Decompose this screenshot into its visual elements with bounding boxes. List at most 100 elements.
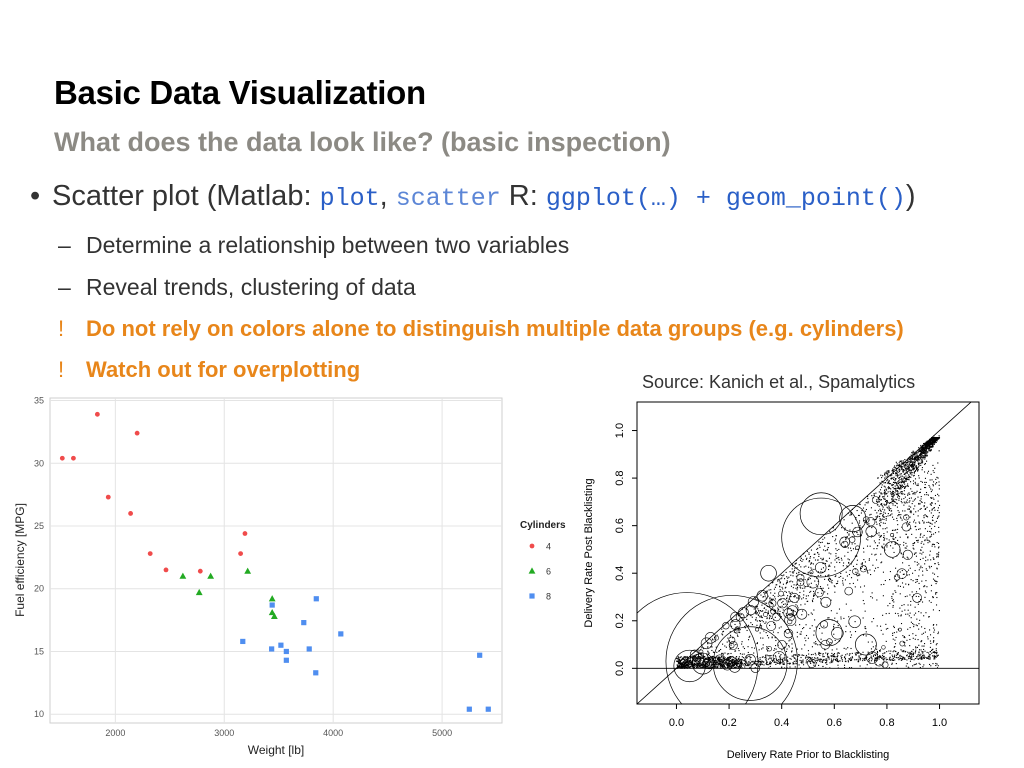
data-point — [765, 632, 767, 634]
data-point — [783, 657, 786, 659]
data-point — [813, 661, 815, 663]
data-point — [854, 555, 856, 557]
data-point — [912, 457, 914, 460]
data-point — [928, 655, 930, 657]
source-citation: Source: Kanich et al., Spamalytics — [642, 372, 916, 392]
circle-marker — [855, 545, 860, 551]
data-point — [816, 660, 819, 662]
data-point — [895, 487, 897, 489]
data-point — [843, 656, 846, 658]
data-point — [906, 502, 908, 504]
data-point — [828, 658, 830, 660]
circle-marker — [721, 659, 733, 671]
data-point — [822, 549, 825, 551]
data-point — [931, 445, 933, 447]
data-point — [866, 571, 868, 573]
data-point — [882, 595, 884, 597]
data-point — [773, 610, 775, 612]
data-point — [711, 660, 713, 662]
data-point — [902, 460, 904, 462]
data-point — [837, 625, 839, 627]
data-point — [892, 657, 895, 659]
data-point — [879, 498, 881, 500]
data-point — [925, 441, 927, 443]
data-point — [935, 593, 937, 595]
data-point — [690, 660, 692, 662]
data-point — [933, 441, 935, 443]
data-point — [907, 476, 909, 478]
data-point — [892, 490, 894, 492]
data-point — [871, 527, 873, 529]
data-point — [915, 555, 917, 557]
data-point — [839, 561, 841, 564]
data-point — [902, 461, 904, 463]
data-point — [895, 663, 897, 665]
data-point — [877, 504, 879, 506]
data-point — [918, 611, 920, 613]
data-point — [901, 493, 903, 495]
data-point — [808, 666, 810, 668]
data-point — [900, 500, 902, 502]
data-point — [938, 563, 940, 566]
data-point — [857, 533, 859, 536]
data-point — [864, 510, 866, 512]
data-point — [918, 651, 920, 653]
data-point — [900, 615, 902, 617]
data-point — [926, 657, 928, 659]
data-point — [921, 651, 923, 653]
data-point — [905, 523, 908, 525]
data-point — [880, 499, 882, 501]
data-point — [885, 613, 887, 615]
data-point — [744, 626, 746, 628]
data-point — [913, 614, 915, 616]
data-point — [720, 661, 722, 663]
data-point — [785, 650, 788, 652]
data-point — [871, 535, 873, 537]
data-point — [886, 470, 888, 472]
y-tick-label: 0.6 — [614, 518, 626, 533]
data-point — [839, 660, 841, 662]
data-point — [876, 657, 878, 660]
data-point — [906, 556, 908, 558]
data-point — [696, 658, 699, 660]
data-point — [707, 657, 709, 660]
data-point — [879, 513, 881, 515]
data-point — [930, 449, 932, 451]
data-point — [696, 657, 698, 659]
data-point — [937, 654, 939, 656]
data-point — [779, 655, 781, 657]
data-point — [858, 574, 860, 577]
data-point — [935, 441, 937, 443]
data-point — [904, 473, 906, 475]
data-point — [938, 481, 940, 483]
circle-marker — [772, 612, 781, 622]
data-point — [800, 656, 802, 659]
data-point — [767, 647, 770, 650]
data-point — [920, 453, 922, 456]
data-point — [899, 464, 901, 466]
data-point — [910, 510, 912, 512]
data-point — [786, 643, 788, 645]
data-point — [918, 623, 920, 625]
data-point — [768, 667, 770, 669]
data-point — [724, 658, 726, 660]
data-point — [707, 664, 709, 667]
data-point — [895, 580, 897, 582]
data-point — [770, 608, 772, 610]
data-point — [786, 581, 789, 583]
circle-marker — [799, 492, 843, 536]
data-point — [918, 595, 920, 598]
circle-marker — [871, 496, 880, 504]
data-point — [759, 658, 761, 660]
data-point — [825, 659, 827, 661]
data-point — [734, 662, 736, 665]
data-point — [897, 539, 899, 541]
data-point — [759, 662, 761, 664]
data-point — [912, 463, 914, 465]
data-point — [828, 577, 830, 579]
data-point — [711, 649, 713, 652]
data-point — [725, 660, 727, 662]
data-point — [874, 657, 876, 659]
data-point — [779, 661, 781, 663]
data-point — [917, 466, 920, 468]
